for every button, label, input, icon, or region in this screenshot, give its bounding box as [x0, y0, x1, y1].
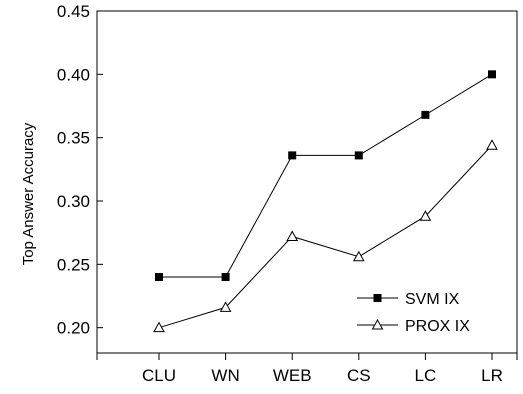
- x-tick-label: CS: [347, 366, 371, 385]
- data-point: [354, 151, 363, 160]
- series-prox-ix: [153, 139, 498, 333]
- data-point: [286, 230, 299, 241]
- series-line: [159, 73, 493, 278]
- x-tick-label: CLU: [142, 366, 176, 385]
- data-point: [419, 210, 432, 221]
- data-point: [153, 321, 165, 333]
- series-line: [158, 144, 493, 329]
- data-point: [421, 110, 430, 119]
- y-tick-label: 0.30: [57, 192, 90, 211]
- data-point: [221, 273, 230, 281]
- data-point: [352, 250, 365, 262]
- x-tick-label: WN: [211, 366, 239, 385]
- legend-item: PROX IX: [357, 318, 470, 335]
- y-tick-label: 0.40: [57, 65, 90, 84]
- y-tick-label: 0.45: [57, 2, 90, 21]
- y-tick-label: 0.35: [57, 129, 90, 148]
- legend-label: PROX IX: [405, 318, 470, 335]
- data-point: [288, 151, 297, 160]
- y-axis-title: Top Answer Accuracy: [20, 122, 37, 265]
- data-point: [155, 273, 163, 281]
- series-svm-ix: [155, 70, 496, 281]
- data-point: [488, 70, 496, 79]
- data-point: [219, 301, 232, 312]
- legend-label: SVM IX: [405, 291, 460, 308]
- plot-frame: [96, 10, 518, 354]
- legend-item: SVM IX: [357, 291, 460, 308]
- y-axis-ticks: 0.20 0.25 0.30 0.35 0.40 0.45: [57, 2, 103, 338]
- y-tick-label: 0.25: [57, 255, 90, 274]
- x-tick-label: LC: [415, 366, 437, 385]
- legend-marker: [371, 318, 384, 330]
- x-tick-label: LR: [481, 366, 503, 385]
- x-tick-label: WEB: [273, 366, 312, 385]
- y-tick-label: 0.20: [57, 319, 90, 338]
- legend-marker: [373, 294, 382, 302]
- data-point: [486, 139, 498, 150]
- legend: SVM IX PROX IX: [357, 291, 470, 335]
- series-layer: [153, 70, 498, 333]
- x-axis-ticks: CLU WN WEB CS LC LR: [96, 353, 518, 385]
